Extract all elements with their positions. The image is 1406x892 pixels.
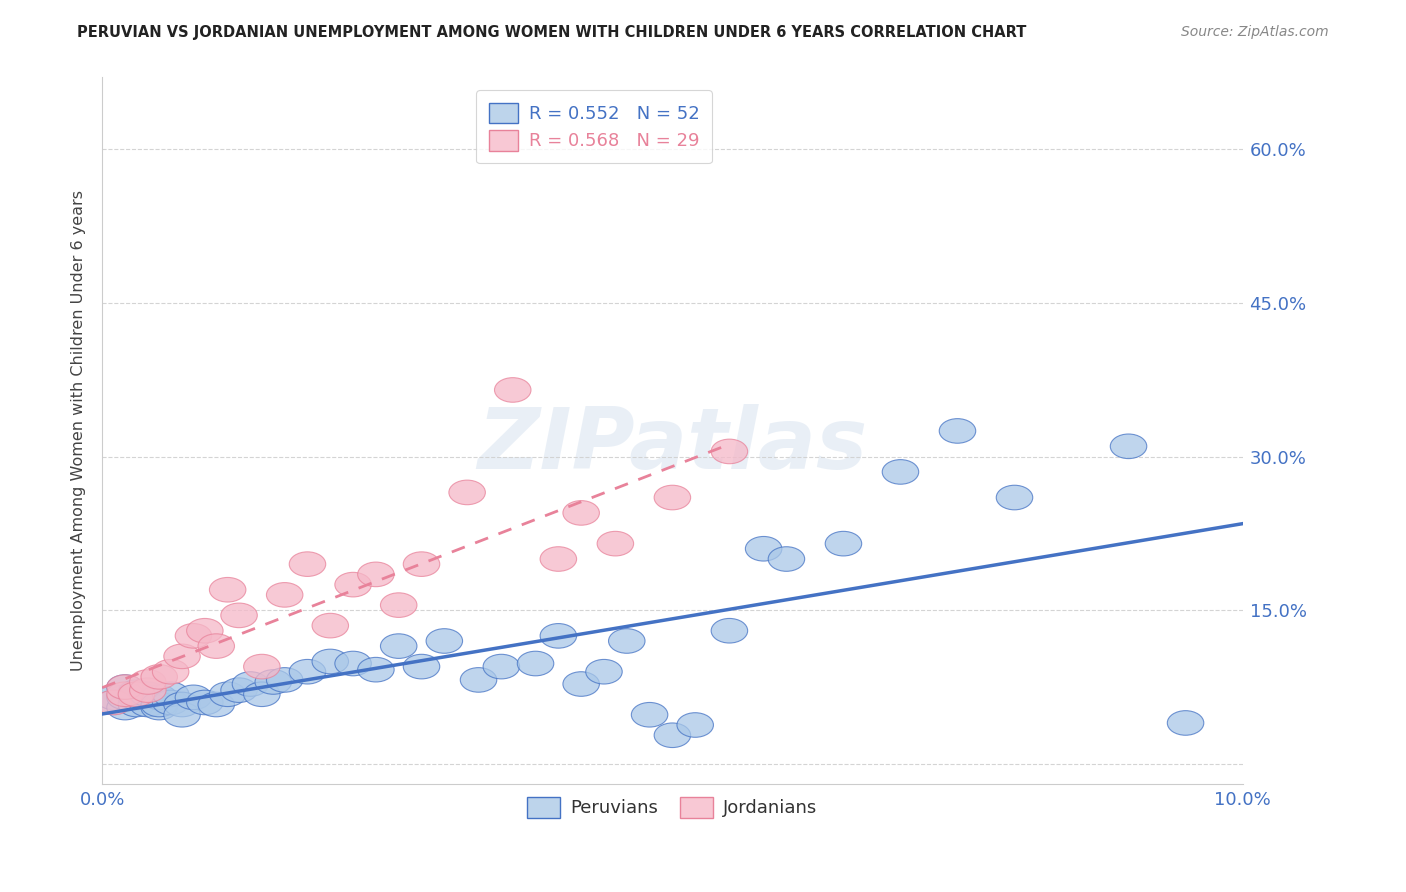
Text: Source: ZipAtlas.com: Source: ZipAtlas.com [1181,25,1329,39]
Y-axis label: Unemployment Among Women with Children Under 6 years: Unemployment Among Women with Children U… [72,190,86,672]
Legend: Peruvians, Jordanians: Peruvians, Jordanians [520,789,825,825]
Text: PERUVIAN VS JORDANIAN UNEMPLOYMENT AMONG WOMEN WITH CHILDREN UNDER 6 YEARS CORRE: PERUVIAN VS JORDANIAN UNEMPLOYMENT AMONG… [77,25,1026,40]
Text: ZIPatlas: ZIPatlas [477,403,868,486]
